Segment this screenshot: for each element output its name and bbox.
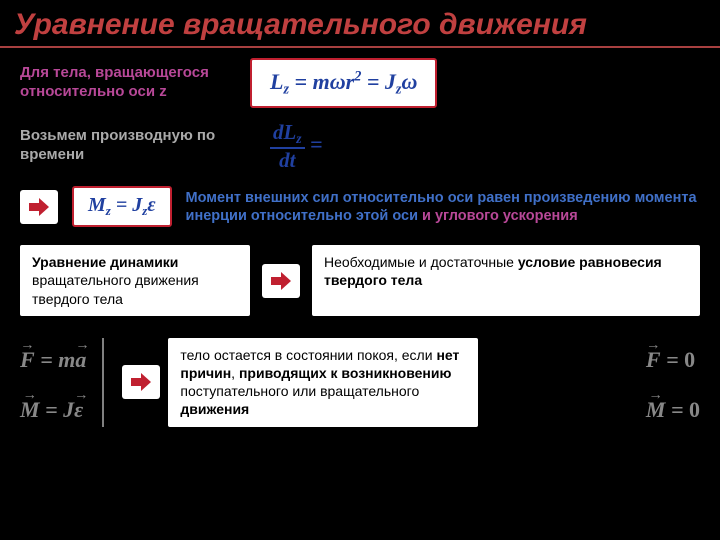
equilibrium-condition-box: Необходимые и достаточные условие равнов… <box>312 245 700 316</box>
formula-M-Je: M = Jε <box>20 397 86 423</box>
hidden-derivation-box <box>331 122 611 170</box>
moment-explanation: Момент внешних сил относительно оси раве… <box>186 189 700 225</box>
label-body-rotating: Для тела, вращающегося относительно оси … <box>20 64 220 102</box>
formula-angular-momentum: Lz = mωr2 = Jzω <box>250 58 437 108</box>
arrow-icon <box>20 190 58 224</box>
divider <box>102 338 104 427</box>
rest-condition-box: тело остается в состоянии покоя, если не… <box>168 338 478 427</box>
formula-dLz-dt: dLz dt = <box>270 122 323 171</box>
arrow-icon <box>262 264 300 298</box>
label-derivative: Возьмем производную по времени <box>20 127 240 165</box>
arrow-icon <box>122 365 160 399</box>
formula-Mz-Jz-eps: Mz = Jzε <box>72 186 172 227</box>
formula-M-zero: M = 0 <box>646 397 700 423</box>
page-title: Уравнение вращательного движения <box>0 0 720 48</box>
dynamics-equation-box: Уравнение динамики вращательного движени… <box>20 245 250 316</box>
formula-F-ma: F = ma <box>20 347 86 373</box>
formula-F-zero: F = 0 <box>646 347 700 373</box>
